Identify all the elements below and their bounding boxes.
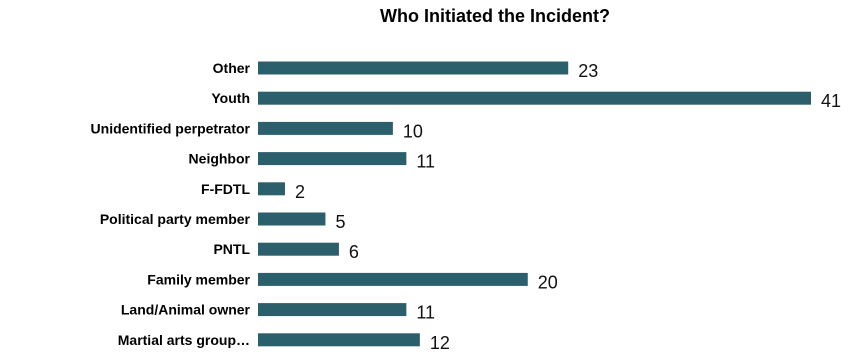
category-label: Other [213, 60, 251, 76]
bar [258, 61, 569, 75]
data-label: 12 [430, 333, 450, 353]
data-label: 6 [349, 242, 359, 262]
category-label: Political party member [100, 211, 251, 227]
data-label: 10 [403, 121, 423, 141]
category-label: Family member [147, 271, 250, 287]
bar [258, 303, 407, 317]
bar [258, 121, 393, 135]
bar [258, 152, 407, 166]
category-label: Unidentified perpetrator [91, 120, 251, 136]
bar [258, 333, 420, 347]
data-label: 5 [335, 212, 345, 232]
data-label: 2 [295, 182, 305, 202]
bar [258, 212, 326, 226]
category-label: F-FDTL [201, 181, 250, 197]
bar [258, 182, 285, 196]
bar [258, 91, 811, 105]
category-label: Martial arts group… [118, 332, 250, 348]
category-label: PNTL [213, 241, 250, 257]
category-label: Neighbor [189, 151, 251, 167]
category-label: Land/Animal owner [121, 302, 251, 318]
data-label: 11 [416, 152, 435, 172]
chart-title: Who Initiated the Incident? [380, 6, 610, 26]
bar [258, 242, 339, 256]
data-label: 20 [538, 272, 558, 292]
category-label: Youth [211, 90, 250, 106]
data-label: 41 [821, 91, 841, 111]
data-label: 11 [416, 303, 435, 323]
data-label: 23 [578, 61, 598, 81]
bar [258, 272, 528, 286]
